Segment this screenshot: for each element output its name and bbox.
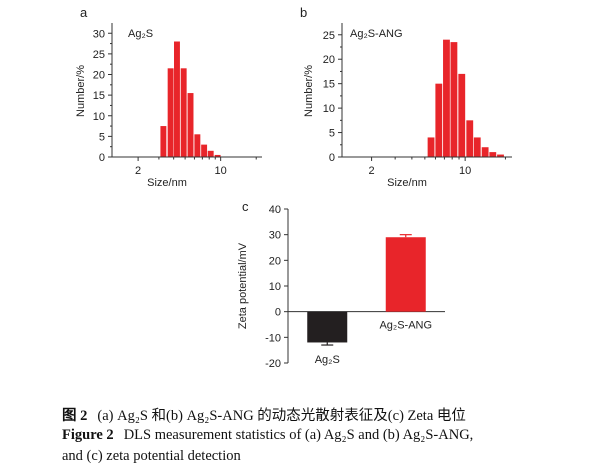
- histogram-bar-b-1: [435, 83, 443, 157]
- caption-english-text: DLS measurement statistics of (a) Ag₂S a…: [123, 427, 474, 443]
- y-tick-label-a-25: 25: [93, 49, 105, 61]
- x-tick-label-b-2: 2: [369, 165, 375, 177]
- caption-chinese-label: 图 2: [62, 408, 88, 424]
- y-tick-label-a-30: 30: [93, 28, 105, 40]
- panel-label-b: b: [300, 5, 307, 20]
- y-tick-label-c-20: 20: [269, 255, 281, 267]
- caption-chinese: 图 2 (a) Ag₂S 和(b) Ag₂S-ANG 的动态光散射表征及(c) Z…: [62, 404, 466, 425]
- x-tick-label-a-2: 2: [135, 165, 141, 177]
- histogram-bar-a-8: [214, 154, 221, 157]
- y-axis-label-b: Number/%: [303, 65, 315, 117]
- histogram-bar-a-1: [167, 68, 174, 157]
- y-axis-label-c: Zeta potential/mV: [237, 242, 249, 329]
- zeta-bar-0: [307, 311, 348, 343]
- y-tick-label-c-0: 0: [275, 307, 281, 319]
- caption-english: Figure 2 DLS measurement statistics of (a…: [62, 427, 473, 444]
- y-tick-label-a-10: 10: [93, 111, 105, 123]
- x-axis-label-b: Size/nm: [387, 177, 427, 189]
- caption-english-label: Figure 2: [62, 427, 114, 443]
- y-tick-label-b-5: 5: [329, 128, 335, 140]
- y-axis-label-a: Number/%: [75, 65, 87, 117]
- histogram-bar-a-6: [201, 144, 208, 157]
- y-tick-label-b-20: 20: [323, 54, 335, 66]
- histogram-bar-b-0: [427, 137, 435, 157]
- histogram-bar-b-9: [497, 154, 504, 157]
- y-tick-label-a-20: 20: [93, 70, 105, 82]
- histogram-bar-a-5: [194, 134, 201, 157]
- y-tick-label-a-15: 15: [93, 90, 105, 102]
- histogram-bar-b-4: [458, 73, 466, 157]
- histogram-bar-a-7: [207, 150, 214, 157]
- histogram-bar-b-5: [466, 120, 474, 157]
- x-axis-label-a: Size/nm: [147, 177, 187, 189]
- chart-title-b: Ag₂S-ANG: [350, 28, 403, 40]
- histogram-bar-b-2: [443, 39, 450, 157]
- histogram-bar-b-3: [450, 42, 458, 157]
- y-tick-label-b-0: 0: [329, 152, 335, 164]
- panel-label-c: c: [242, 199, 249, 214]
- y-tick-label-c-30: 30: [269, 230, 281, 242]
- caption-english-line-2: and (c) zeta potential detection: [62, 448, 241, 465]
- y-tick-label-c--10: -10: [265, 332, 281, 344]
- chart-title-a: Ag₂S: [128, 28, 153, 40]
- category-label-1: Ag₂S-ANG: [379, 320, 432, 332]
- histogram-bar-a-2: [174, 41, 180, 157]
- caption-english-text-2: and (c) zeta potential detection: [62, 448, 241, 464]
- zeta-bar-1: [385, 237, 426, 312]
- panel-label-a: a: [80, 5, 88, 20]
- histogram-bar-b-7: [481, 147, 489, 157]
- y-tick-label-b-25: 25: [323, 30, 335, 42]
- histogram-bar-b-8: [489, 152, 497, 157]
- y-tick-label-c--20: -20: [265, 358, 281, 370]
- y-tick-label-b-15: 15: [323, 79, 335, 91]
- y-tick-label-b-10: 10: [323, 103, 335, 115]
- x-tick-label-a-10: 10: [215, 165, 227, 177]
- histogram-bar-a-0: [160, 126, 167, 157]
- histogram-bar-b-6: [473, 137, 481, 157]
- histogram-bar-a-3: [180, 68, 187, 157]
- histogram-bar-a-4: [187, 93, 194, 157]
- category-label-0: Ag₂S: [315, 354, 340, 366]
- y-tick-label-c-10: 10: [269, 281, 281, 293]
- y-tick-label-a-5: 5: [99, 131, 105, 143]
- y-tick-label-a-0: 0: [99, 152, 105, 164]
- x-tick-label-b-10: 10: [459, 165, 471, 177]
- y-tick-label-c-40: 40: [269, 204, 281, 216]
- caption-chinese-text: (a) Ag₂S 和(b) Ag₂S-ANG 的动态光散射表征及(c) Zeta…: [97, 408, 466, 424]
